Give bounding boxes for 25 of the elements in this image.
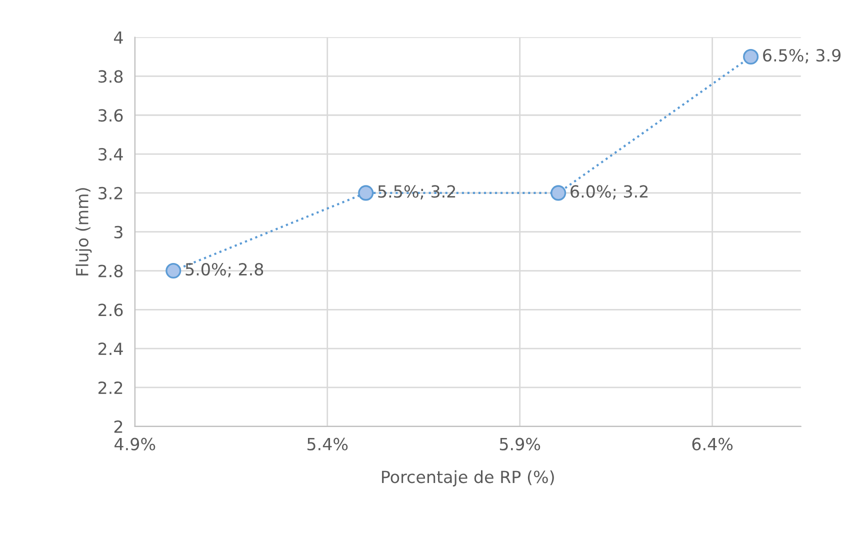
- y-tick-label: 2.8: [98, 264, 123, 278]
- y-tick-label: 3.4: [98, 148, 123, 161]
- data-label: 5.5%; 3.2: [378, 185, 456, 200]
- point: [743, 48, 759, 65]
- y-tick-label: 2.6: [98, 304, 123, 316]
- y-tick-label: 3.6: [98, 109, 123, 122]
- point: [358, 185, 374, 201]
- y-tick-label: 2.4: [98, 342, 123, 355]
- data-label: 6.0%; 3.2: [570, 185, 648, 200]
- x-tick-label: 5.4%: [307, 438, 348, 450]
- y-axis-title: Flujo (mm): [76, 188, 92, 276]
- x-tick-label: 4.9%: [114, 438, 156, 450]
- y-tick-label: 4: [114, 31, 123, 44]
- x-tick-label: 5.9%: [500, 438, 540, 450]
- point: [166, 262, 182, 279]
- data-label: 5.0%; 2.8: [186, 262, 264, 278]
- y-tick-label: 2: [114, 420, 122, 433]
- point: [550, 185, 566, 201]
- y-tick-label: 3: [114, 226, 122, 238]
- x-tick-label: 6.4%: [692, 438, 733, 450]
- y-tick-label: 3.2: [98, 186, 122, 200]
- x-axis-title: Porcentaje de RP (%): [382, 470, 554, 486]
- y-tick-label: 3.8: [98, 70, 123, 83]
- data-label: 6.5%; 3.9: [763, 48, 841, 64]
- y-tick-label: 2.2: [98, 381, 122, 394]
